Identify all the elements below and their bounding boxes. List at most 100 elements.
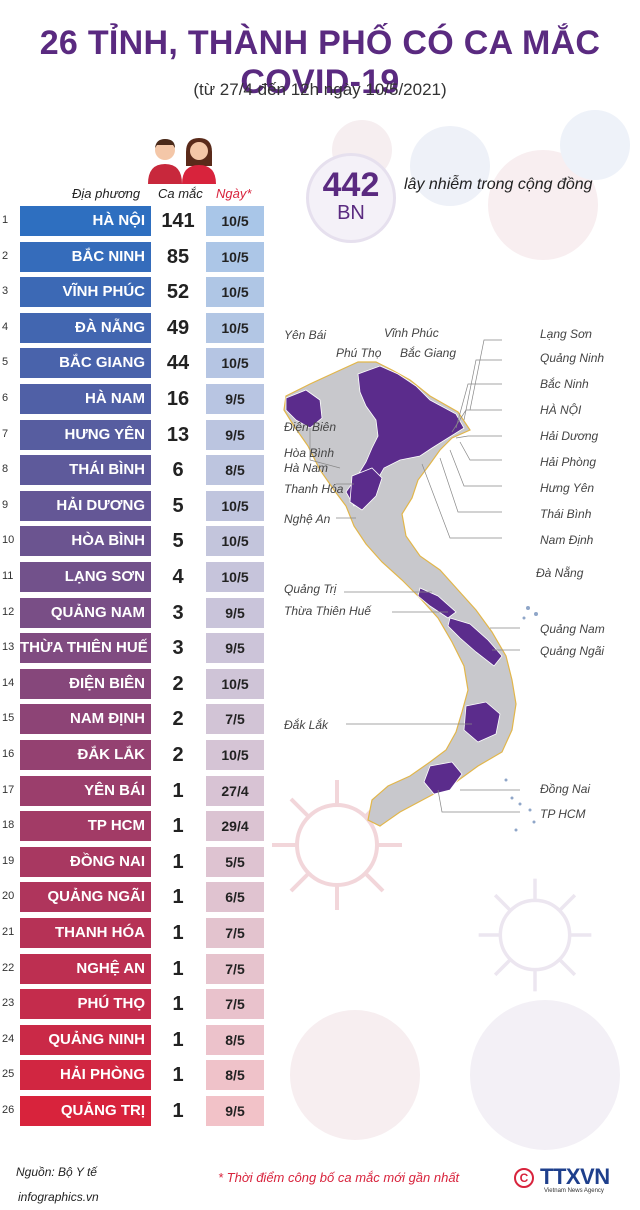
table-row: 4 ĐÀ NẴNG 49 10/5 bbox=[0, 312, 280, 343]
report-date: 7/5 bbox=[206, 918, 264, 948]
header-locality: Địa phương bbox=[72, 186, 141, 201]
row-rank: 16 bbox=[2, 748, 15, 760]
row-rank: 7 bbox=[2, 427, 9, 440]
row-rank: 13 bbox=[2, 641, 15, 654]
case-count: 2 bbox=[155, 668, 201, 699]
case-count: 1 bbox=[155, 953, 201, 984]
report-date: 10/5 bbox=[206, 206, 264, 236]
report-date: 10/5 bbox=[206, 312, 264, 343]
row-rank: 2 bbox=[2, 249, 9, 262]
total-number: 442 bbox=[322, 166, 380, 204]
total-unit: BN bbox=[337, 202, 365, 224]
report-date: 9/5 bbox=[206, 633, 264, 664]
table-row: 3 VĨNH PHÚC 52 10/5 bbox=[0, 277, 280, 308]
map-label-quang-tri: Quảng Trị bbox=[284, 582, 337, 596]
table-row: 14 ĐIỆN BIÊN 2 10/5 bbox=[0, 668, 280, 699]
case-count: 141 bbox=[155, 206, 201, 236]
map-thanh-hoa bbox=[349, 467, 383, 511]
report-date: 7/5 bbox=[206, 953, 264, 984]
table-row: 15 NAM ĐỊNH 2 7/5 bbox=[0, 704, 280, 735]
male-person-icon bbox=[148, 139, 182, 184]
report-date: 9/5 bbox=[206, 419, 264, 450]
report-date: 10/5 bbox=[206, 241, 264, 272]
row-rank: 23 bbox=[2, 997, 15, 1010]
case-count: 85 bbox=[155, 241, 201, 272]
row-rank: 21 bbox=[2, 926, 15, 938]
map-label-hai-phong: Hải Phòng bbox=[540, 455, 597, 469]
province-name: NGHỆ AN bbox=[20, 953, 151, 984]
row-rank: 25 bbox=[2, 1068, 15, 1081]
row-rank: 22 bbox=[2, 961, 15, 974]
map-label-hai-duong: Hải Dương bbox=[540, 429, 599, 443]
case-count: 16 bbox=[155, 384, 201, 414]
page-subtitle: (từ 27/4 đến 12h ngày 10/5/2021) bbox=[193, 80, 447, 99]
province-name: THÁI BÌNH bbox=[20, 455, 151, 486]
female-person-icon bbox=[182, 138, 216, 184]
case-count: 6 bbox=[155, 455, 201, 486]
map-label-thai-binh: Thái Bình bbox=[540, 507, 592, 521]
copyright-icon: C bbox=[514, 1168, 534, 1188]
report-date: 10/5 bbox=[206, 277, 264, 308]
table-row: 8 THÁI BÌNH 6 8/5 bbox=[0, 455, 280, 486]
header-date: Ngày* bbox=[216, 186, 252, 201]
table-row: 22 NGHỆ AN 1 7/5 bbox=[0, 953, 280, 984]
row-rank: 5 bbox=[2, 356, 9, 369]
table-row: 20 QUẢNG NGÃI 1 6/5 bbox=[0, 882, 280, 913]
row-rank: 4 bbox=[2, 320, 9, 333]
province-name: YÊN BÁI bbox=[20, 775, 151, 806]
province-name: ĐÀ NẴNG bbox=[20, 312, 151, 343]
map-label-phu-tho: Phú Thọ bbox=[336, 346, 382, 360]
table-row: 6 HÀ NAM 16 9/5 bbox=[0, 384, 280, 414]
province-name: HẢI DƯƠNG bbox=[20, 490, 151, 521]
province-name: QUẢNG NAM bbox=[20, 597, 151, 628]
report-date: 9/5 bbox=[206, 384, 264, 414]
map-label-nam-dinh: Nam Định bbox=[540, 533, 594, 547]
case-count: 2 bbox=[155, 740, 201, 770]
province-name: HÀ NỘI bbox=[20, 206, 151, 236]
map-dien-bien bbox=[285, 389, 323, 429]
report-date: 10/5 bbox=[206, 526, 264, 557]
province-name: THANH HÓA bbox=[20, 918, 151, 948]
row-rank: 15 bbox=[2, 712, 15, 725]
report-date: 9/5 bbox=[206, 1096, 264, 1126]
table-row: 13 THỪA THIÊN HUẾ 3 9/5 bbox=[0, 633, 280, 664]
report-date: 9/5 bbox=[206, 597, 264, 628]
map-label-ha-nam: Hà Nam bbox=[284, 461, 329, 475]
map-quang-nam-ngai bbox=[447, 617, 503, 667]
table-row: 5 BẮC GIANG 44 10/5 bbox=[0, 348, 280, 379]
source-note: Nguồn: Bộ Y tế bbox=[16, 1165, 97, 1179]
map-label-quang-nam: Quảng Nam bbox=[540, 622, 605, 636]
row-rank: 11 bbox=[2, 570, 14, 582]
province-name: BẮC GIANG bbox=[20, 348, 151, 379]
row-rank: 20 bbox=[2, 890, 15, 903]
map-label-nghe-an: Nghệ An bbox=[284, 512, 331, 526]
page-title: 26 TỈNH, THÀNH PHỐ CÓ CA MẮC COVID-19 bbox=[39, 24, 601, 101]
row-rank: 26 bbox=[2, 1104, 15, 1116]
decor-circle bbox=[410, 126, 490, 206]
case-count: 1 bbox=[155, 1024, 201, 1055]
case-count: 44 bbox=[155, 348, 201, 379]
row-rank: 19 bbox=[2, 854, 15, 867]
table-row: 1 HÀ NỘI 141 10/5 bbox=[0, 206, 280, 236]
table-row: 26 QUẢNG TRỊ 1 9/5 bbox=[0, 1096, 280, 1126]
case-count: 1 bbox=[155, 882, 201, 913]
decor-circle bbox=[470, 1000, 620, 1150]
province-name: ĐẮK LẮK bbox=[20, 740, 151, 770]
case-count: 3 bbox=[155, 597, 201, 628]
row-rank: 6 bbox=[2, 392, 9, 404]
province-name: LẠNG SƠN bbox=[20, 562, 151, 592]
report-date: 6/5 bbox=[206, 882, 264, 913]
map-label-bac-giang: Bắc Giang bbox=[400, 346, 457, 360]
table-row: 10 HÒA BÌNH 5 10/5 bbox=[0, 526, 280, 557]
map-label-da-nang: Đà Nẵng bbox=[536, 566, 584, 580]
total-bubble: 442 BN bbox=[306, 153, 396, 243]
map-label-tp-hcm: TP HCM bbox=[540, 807, 586, 821]
row-rank: 17 bbox=[2, 783, 15, 796]
row-rank: 3 bbox=[2, 285, 9, 298]
province-name: QUẢNG TRỊ bbox=[20, 1096, 151, 1126]
virus-icon bbox=[478, 878, 592, 992]
report-date: 8/5 bbox=[206, 1060, 264, 1091]
row-rank: 9 bbox=[2, 498, 9, 511]
map-label-ha-noi: HÀ NỘI bbox=[540, 403, 582, 417]
table-row: 17 YÊN BÁI 1 27/4 bbox=[0, 775, 280, 806]
